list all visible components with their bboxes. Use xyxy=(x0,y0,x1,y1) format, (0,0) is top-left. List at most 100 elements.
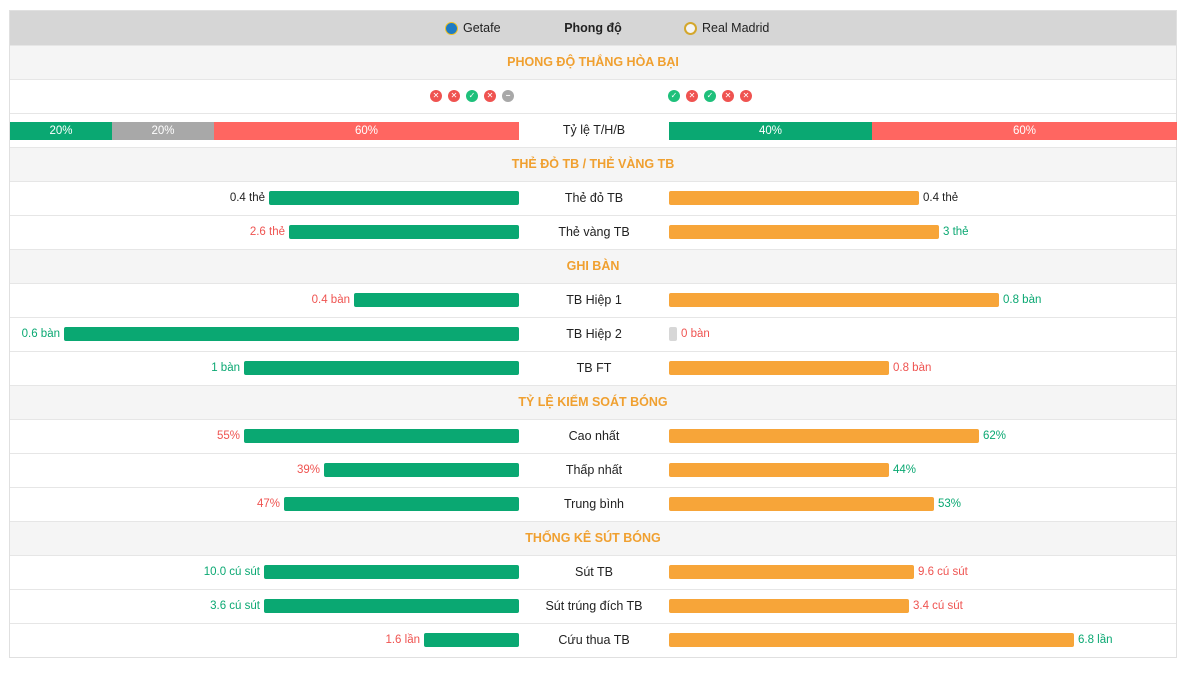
home-team[interactable]: Getafe xyxy=(445,11,501,45)
stat-label: Cứu thua TB xyxy=(558,633,630,647)
stat-row-full-time: 1 bàn TB FT 0.8 bàn xyxy=(10,351,1176,385)
away-value: 0.8 bàn xyxy=(1003,294,1042,306)
away-value: 0 bàn xyxy=(681,328,710,340)
stat-label: Cao nhất xyxy=(568,429,620,443)
home-whb-loss-segment: 60% xyxy=(214,122,519,140)
home-form-check-icon: ✓ xyxy=(466,90,478,102)
section-title: THỐNG KÊ SÚT BÓNG xyxy=(525,531,661,545)
away-value: 3.4 cú sút xyxy=(913,600,963,612)
away-bar xyxy=(669,327,677,341)
stat-label: TB Hiệp 1 xyxy=(566,293,622,307)
home-whb-win-segment: 20% xyxy=(10,122,112,140)
away-value: 6.8 lần xyxy=(1078,634,1113,646)
home-value: 2.6 thẻ xyxy=(249,226,285,238)
away-team-name: Real Madrid xyxy=(702,21,770,35)
home-value: 10.0 cú sút xyxy=(203,566,260,578)
stat-label: Sút trúng đích TB xyxy=(545,599,643,613)
section-title: GHI BÀN xyxy=(566,259,620,273)
away-form-cross-icon: ✕ xyxy=(686,90,698,102)
section-possession: TỶ LỆ KIỂM SOÁT BÓNG xyxy=(10,385,1176,419)
stat-row-possession-avg: 47% Trung bình 53% xyxy=(10,487,1176,521)
section-form: PHONG ĐỘ THẮNG HÒA BẠI xyxy=(10,45,1176,79)
real-madrid-logo-icon xyxy=(684,21,697,35)
away-bar xyxy=(669,633,1074,647)
away-whb-win-segment: 40% xyxy=(669,122,872,140)
away-value: 0.4 thẻ xyxy=(923,192,959,204)
stat-row-saves: 1.6 lần Cứu thua TB 6.8 lần xyxy=(10,623,1176,657)
stat-row-shots: 10.0 cú sút Sút TB 9.6 cú sút xyxy=(10,555,1176,589)
home-value: 0.4 thẻ xyxy=(229,192,265,204)
comparison-header: Getafe Phong độ Real Madrid xyxy=(10,11,1176,45)
home-bar xyxy=(289,225,519,239)
away-value: 0.8 bàn xyxy=(893,362,932,374)
section-title: PHONG ĐỘ THẮNG HÒA BẠI xyxy=(507,55,679,69)
away-value: 62% xyxy=(983,430,1007,442)
away-form-cross-icon: ✕ xyxy=(740,90,752,102)
home-bar xyxy=(244,429,519,443)
away-form-check-icon: ✓ xyxy=(668,90,680,102)
getafe-logo-icon xyxy=(445,21,458,35)
section-goals: GHI BÀN xyxy=(10,249,1176,283)
home-whb-draw-segment: 20% xyxy=(112,122,214,140)
stat-label: Thẻ đỏ TB xyxy=(564,191,624,205)
away-bar xyxy=(669,599,909,613)
home-bar xyxy=(354,293,519,307)
stat-row-possession-high: 55% Cao nhất 62% xyxy=(10,419,1176,453)
home-value: 3.6 cú sút xyxy=(210,600,260,612)
home-bar xyxy=(269,191,519,205)
away-form-check-icon: ✓ xyxy=(704,90,716,102)
stat-label: TB FT xyxy=(576,361,612,375)
away-value: 44% xyxy=(893,464,917,476)
form-comparison-panel: Getafe Phong độ Real Madrid PHONG ĐỘ THẮ… xyxy=(9,10,1177,658)
whb-label: Tỷ lệ T/H/B xyxy=(562,123,626,137)
away-team[interactable]: Real Madrid xyxy=(684,11,769,45)
home-bar xyxy=(244,361,519,375)
stat-row-red-cards: 0.4 thẻ Thẻ đỏ TB 0.4 thẻ xyxy=(10,181,1176,215)
home-value: 0.4 bàn xyxy=(311,294,350,306)
stat-row-second-half: 0.6 bàn TB Hiệp 2 0 bàn xyxy=(10,317,1176,351)
home-bar xyxy=(264,565,519,579)
home-team-name: Getafe xyxy=(463,21,501,35)
home-value: 47% xyxy=(256,498,280,510)
home-bar xyxy=(284,497,519,511)
header-title: Phong độ xyxy=(564,21,622,35)
section-cards: THẺ ĐỎ TB / THẺ VÀNG TB xyxy=(10,147,1176,181)
away-whb-loss-segment: 60% xyxy=(872,122,1177,140)
home-form-cross-icon: ✕ xyxy=(448,90,460,102)
home-value: 55% xyxy=(216,430,240,442)
whb-row: 20% 20% 60% Tỷ lệ T/H/B 40% 60% xyxy=(10,113,1177,147)
away-form-cross-icon: ✕ xyxy=(722,90,734,102)
stat-label: Thẻ vàng TB xyxy=(558,225,630,239)
away-form-dots: ✓ ✕ ✓ ✕ ✕ xyxy=(668,90,752,102)
home-form-dots: ✕ ✕ ✓ ✕ − xyxy=(430,90,514,102)
home-bar xyxy=(324,463,519,477)
away-value: 53% xyxy=(938,498,962,510)
stat-label: TB Hiệp 2 xyxy=(566,327,622,341)
away-value: 9.6 cú sút xyxy=(918,566,968,578)
away-bar xyxy=(669,429,979,443)
home-value: 1 bàn xyxy=(211,362,240,374)
section-shots: THỐNG KÊ SÚT BÓNG xyxy=(10,521,1176,555)
stat-label: Thấp nhất xyxy=(565,463,623,477)
stat-row-first-half: 0.4 bàn TB Hiệp 1 0.8 bàn xyxy=(10,283,1176,317)
home-form-cross-icon: ✕ xyxy=(484,90,496,102)
away-bar xyxy=(669,361,889,375)
away-bar xyxy=(669,497,934,511)
section-title: THẺ ĐỎ TB / THẺ VÀNG TB xyxy=(511,157,675,171)
home-value: 0.6 bàn xyxy=(21,328,60,340)
away-bar xyxy=(669,293,999,307)
away-value: 3 thẻ xyxy=(943,226,969,238)
away-bar xyxy=(669,225,939,239)
form-dots-row: ✕ ✕ ✓ ✕ − ✓ ✕ ✓ ✕ ✕ xyxy=(10,79,1176,113)
stat-row-yellow-cards: 2.6 thẻ Thẻ vàng TB 3 thẻ xyxy=(10,215,1176,249)
away-bar xyxy=(669,565,914,579)
home-bar xyxy=(264,599,519,613)
home-form-cross-icon: ✕ xyxy=(430,90,442,102)
home-value: 39% xyxy=(296,464,320,476)
stat-row-shots-on-target: 3.6 cú sút Sút trúng đích TB 3.4 cú sút xyxy=(10,589,1176,623)
away-bar xyxy=(669,463,889,477)
home-value: 1.6 lần xyxy=(385,634,420,646)
home-bar xyxy=(64,327,519,341)
away-bar xyxy=(669,191,919,205)
stat-label: Sút TB xyxy=(575,565,613,579)
